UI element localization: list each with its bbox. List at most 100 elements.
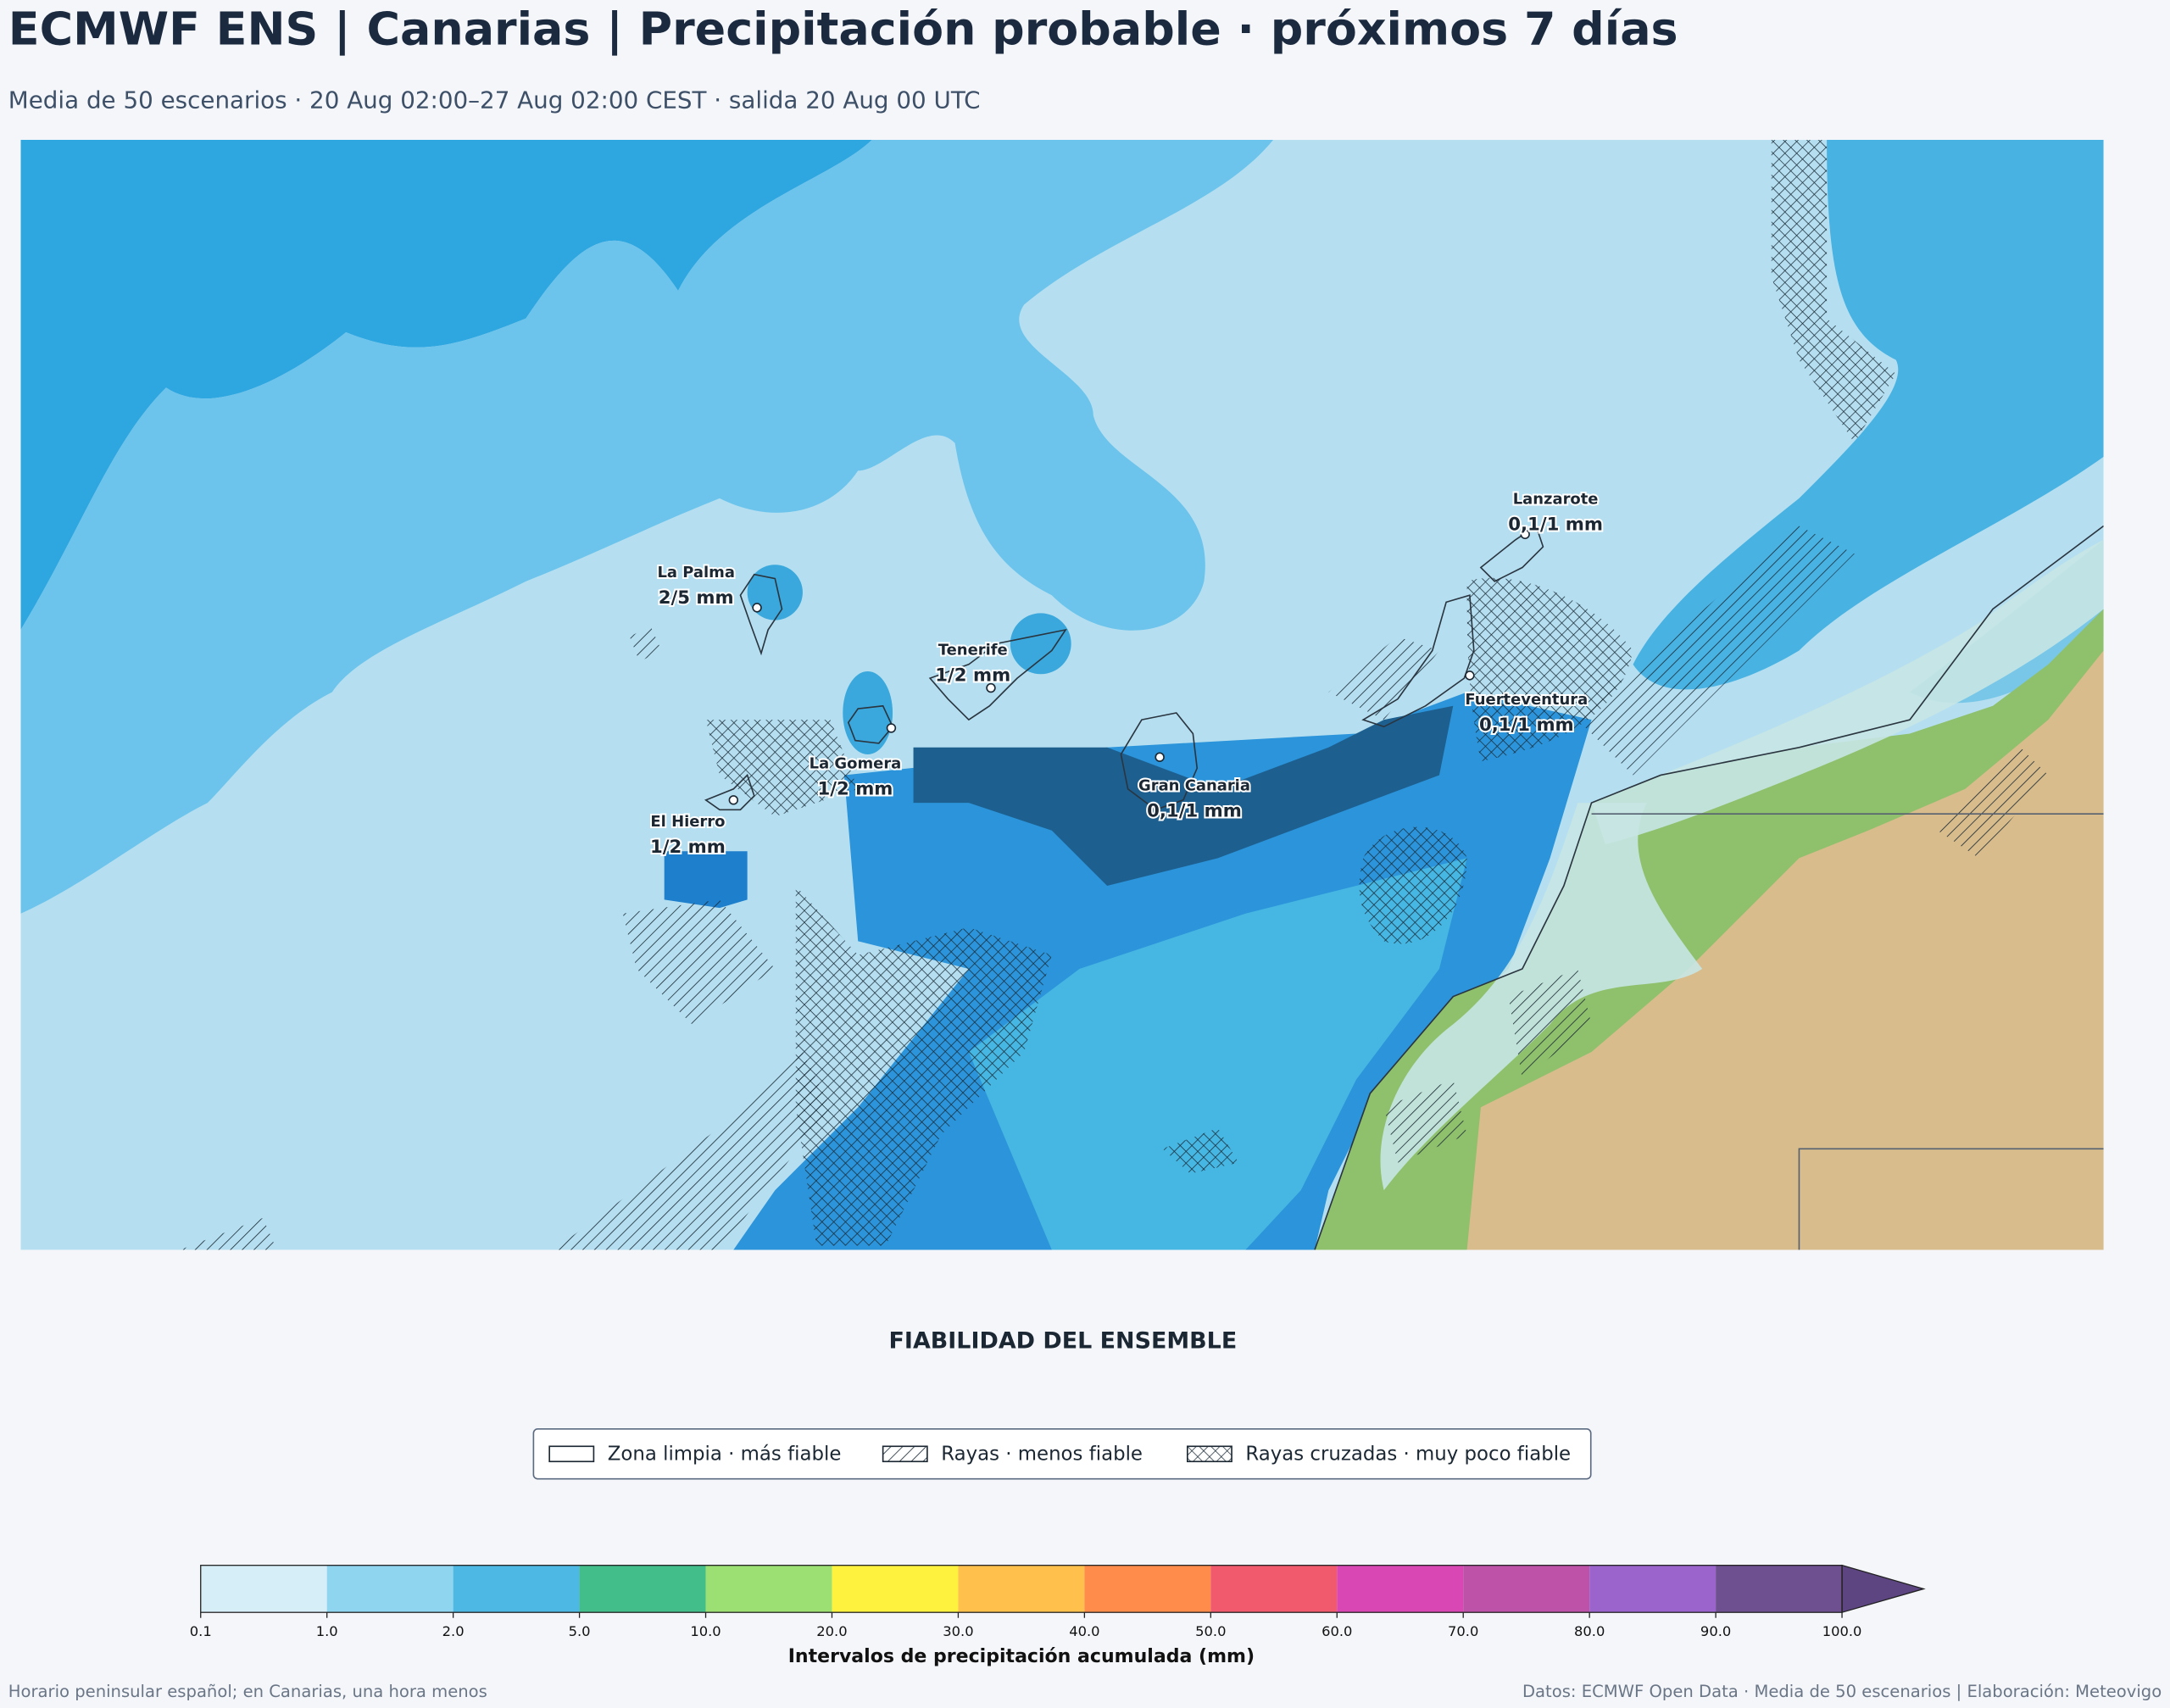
precip-area: [968, 858, 1467, 1250]
precip-area: [1633, 140, 2104, 690]
colorbar-tick-label: 100.0: [1822, 1623, 1862, 1639]
colorbar-bin: [958, 1565, 1085, 1613]
island-outline: [1120, 712, 1199, 811]
legend-box: [532, 1428, 1592, 1480]
hatch-area: [1508, 969, 1592, 1080]
colorbar-tick-label: 30.0: [943, 1623, 973, 1639]
island-name: El Hierro: [650, 813, 725, 831]
legend-title: FIABILIDAD DEL ENSEMBLE: [889, 1327, 1238, 1354]
precip-area: [664, 851, 748, 909]
town-dot: [728, 795, 739, 805]
title: ECMWF ENS | Canarias | Precipitación pro…: [8, 2, 1678, 55]
hatch-area: [1162, 1127, 1239, 1174]
colorbar-tick-label: 50.0: [1195, 1623, 1226, 1639]
colorbar-tick-label: 40.0: [1069, 1623, 1099, 1639]
town-dot: [1520, 529, 1530, 540]
island-outline: [739, 573, 783, 656]
hatch-area: [180, 1217, 277, 1250]
hatch-area: [1328, 637, 1439, 720]
hatch-area: [705, 720, 859, 817]
subtitle: Media de 50 escenarios · 20 Aug 02:00–27…: [8, 86, 981, 114]
island-outline: [847, 704, 894, 744]
colorbar-bin: [1463, 1565, 1590, 1613]
island-name: La Gomera: [810, 754, 902, 772]
colorbar-tick-label: 2.0: [442, 1623, 465, 1639]
footer-right: Datos: ECMWF Open Data · Media de 50 esc…: [1522, 1682, 2162, 1701]
colorbar-bin: [200, 1565, 327, 1613]
footer-left: Horario peninsular español; en Canarias,…: [8, 1682, 487, 1701]
hatch-area: [1771, 140, 1896, 443]
coastline: [1314, 525, 2104, 1250]
colorbar-tick-label: 20.0: [816, 1623, 847, 1639]
town-dot: [886, 723, 897, 733]
island-name: Tenerife: [938, 641, 1008, 659]
hatch-area: [1359, 826, 1467, 944]
hatch-area: [554, 1051, 831, 1250]
town-markers: [728, 529, 1530, 805]
island-name: La Palma: [657, 564, 734, 581]
colorbar-extend: [1841, 1564, 1926, 1614]
island-name: Fuerteventura: [1465, 691, 1588, 709]
colorbar: 0.1 1.0 2.0 5.0 10.0 20.0 30.0 40.0 50.0 60.0 70.0…: [190, 1564, 1926, 1639]
precip-area: [20, 140, 1274, 914]
colorbar-bin: [453, 1565, 580, 1613]
legend-label: Rayas cruzadas · muy poco fiable: [1245, 1444, 1571, 1466]
hatch-area: [622, 899, 776, 1025]
colorbar-bin: [705, 1565, 832, 1613]
colorbar-tick-label: 80.0: [1574, 1623, 1605, 1639]
colorbar-bin: [832, 1565, 959, 1613]
island-value: 0,1/1 mm: [1479, 715, 1574, 736]
precip-area: [913, 705, 1454, 887]
hatch-cross: [705, 140, 1896, 1246]
colorbar-tick-label: 10.0: [690, 1623, 721, 1639]
island-outline: [1479, 525, 1544, 582]
precip-area: [20, 140, 872, 631]
island-labels: La Palma 2/5 mm Tenerife 1/2 mm La Gomera 1/2…: [648, 488, 1605, 859]
precip-area: [1010, 613, 1071, 675]
hatch-area: [1383, 1079, 1467, 1163]
town-dot: [986, 682, 996, 693]
legend: Zona limpia · más fiable Rayas · menos fi…: [548, 1444, 1571, 1466]
hatch-area: [629, 626, 662, 662]
land: [1466, 650, 2104, 1250]
town-dot: [1155, 752, 1165, 762]
colorbar-bin: [579, 1565, 706, 1613]
island-value: 2/5 mm: [659, 587, 734, 609]
island-value: 1/2 mm: [935, 665, 1010, 686]
colorbar-bin: [1337, 1565, 1464, 1613]
island-name: Gran Canaria: [1138, 776, 1250, 794]
legend-label: Zona limpia · más fiable: [608, 1444, 842, 1466]
island-outline: [1361, 594, 1475, 728]
colorbar-bin: [1589, 1565, 1717, 1613]
legend-swatch: [548, 1445, 595, 1463]
town-dot: [752, 603, 762, 613]
colorbar-bin: [1716, 1565, 1843, 1613]
colorbar-tick-label: 70.0: [1448, 1623, 1478, 1639]
colorbar-bin: [326, 1565, 453, 1613]
island-value: 1/2 mm: [650, 837, 726, 858]
colorbar-tick-label: 1.0: [316, 1623, 338, 1639]
colorbar-tick-label: 5.0: [569, 1623, 591, 1639]
colorbar-tick-label: 90.0: [1700, 1623, 1731, 1639]
island-outline: [928, 628, 1067, 721]
legend-swatch: [1187, 1445, 1232, 1463]
cloud-area: [1591, 539, 2104, 845]
colorbar-bin: [1084, 1565, 1211, 1613]
colorbar-tick-label: 60.0: [1321, 1623, 1352, 1639]
colorbar-bin: [1210, 1565, 1338, 1613]
hatch-diag: [180, 526, 2049, 1250]
hatch-area: [795, 886, 1052, 1246]
island-value: 1/2 mm: [818, 778, 893, 799]
map: La Palma 2/5 mm Tenerife 1/2 mm La Gomera 1/2…: [20, 140, 2104, 1250]
island-name: Lanzarote: [1513, 490, 1599, 508]
coastlines: [704, 525, 2104, 1250]
colorbar-title: Intervalos de precipitación acumulada (m…: [788, 1646, 1255, 1667]
island-value: 0,1/1 mm: [1508, 514, 1603, 535]
colorbar-tick-label: 0.1: [190, 1623, 212, 1639]
border: [1591, 813, 2104, 1250]
legend-swatch: [882, 1445, 928, 1463]
colorbar-frame: [200, 1565, 1843, 1613]
